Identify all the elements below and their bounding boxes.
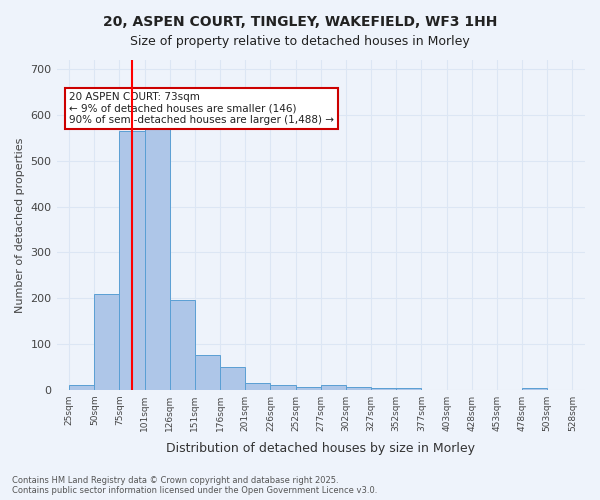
Text: Size of property relative to detached houses in Morley: Size of property relative to detached ho…	[130, 35, 470, 48]
Bar	[296, 388, 321, 390]
Bar	[94, 294, 119, 390]
Bar	[119, 131, 145, 390]
Bar	[195, 356, 220, 390]
Bar	[396, 388, 421, 390]
Y-axis label: Number of detached properties: Number of detached properties	[15, 137, 25, 312]
X-axis label: Distribution of detached houses by size in Morley: Distribution of detached houses by size …	[166, 442, 475, 455]
Bar	[522, 388, 547, 390]
Text: 20, ASPEN COURT, TINGLEY, WAKEFIELD, WF3 1HH: 20, ASPEN COURT, TINGLEY, WAKEFIELD, WF3…	[103, 15, 497, 29]
Bar	[245, 383, 271, 390]
Bar	[170, 300, 195, 390]
Bar	[346, 388, 371, 390]
Bar	[321, 385, 346, 390]
Bar	[220, 367, 245, 390]
Bar	[69, 385, 94, 390]
Text: 20 ASPEN COURT: 73sqm
← 9% of detached houses are smaller (146)
90% of semi-deta: 20 ASPEN COURT: 73sqm ← 9% of detached h…	[69, 92, 334, 125]
Bar	[145, 126, 170, 390]
Text: Contains HM Land Registry data © Crown copyright and database right 2025.
Contai: Contains HM Land Registry data © Crown c…	[12, 476, 377, 495]
Bar	[371, 388, 396, 390]
Bar	[271, 385, 296, 390]
